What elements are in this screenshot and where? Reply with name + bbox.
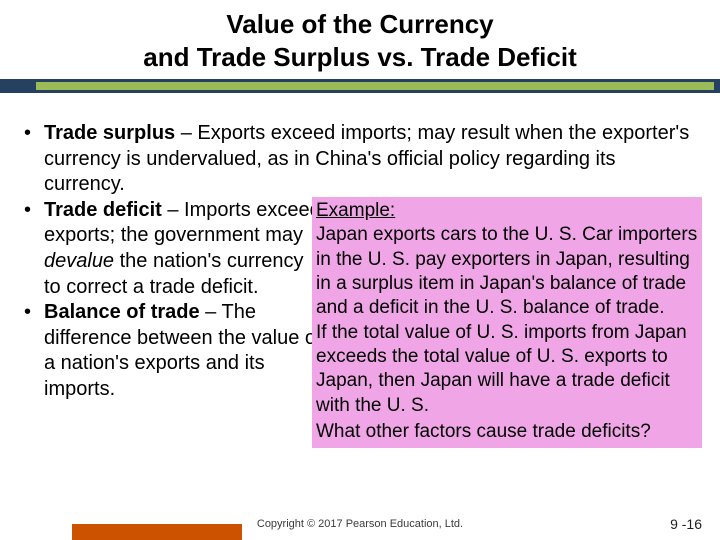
italic-term: devalue [44,250,114,272]
example-heading: Example: [316,199,698,223]
bullet-text: Trade deficit – Imports exceed exports; … [44,198,324,300]
term: Balance of trade [44,301,200,323]
example-question: What other factors cause trade deficits? [316,420,698,444]
bullet-marker: • [22,121,44,198]
bullet-marker: • [22,300,44,402]
page-number: 9 -16 [670,516,702,532]
accent-bar [0,79,720,99]
title-line-2: and Trade Surplus vs. Trade Deficit [20,41,700,74]
title-line-1: Value of the Currency [20,8,700,41]
term: Trade surplus [44,122,175,144]
example-paragraph: If the total value of U. S. imports from… [316,321,698,418]
accent-green-strip [36,82,714,90]
footer-accent-block [72,524,242,540]
bullet-marker: • [22,198,44,300]
example-paragraph: Japan exports cars to the U. S. Car impo… [316,223,698,320]
bullet-text: Trade surplus – Exports exceed imports; … [44,121,700,198]
example-callout: Example: Japan exports cars to the U. S.… [312,197,702,448]
bullet-text: Balance of trade – The difference betwee… [44,300,324,402]
bullet-item: • Trade surplus – Exports exceed imports… [22,121,700,198]
body: • Trade surplus – Exports exceed imports… [0,99,720,403]
term: Trade deficit [44,199,162,221]
slide-title: Value of the Currency and Trade Surplus … [0,0,720,79]
footer: Copyright © 2017 Pearson Education, Ltd.… [0,518,720,530]
